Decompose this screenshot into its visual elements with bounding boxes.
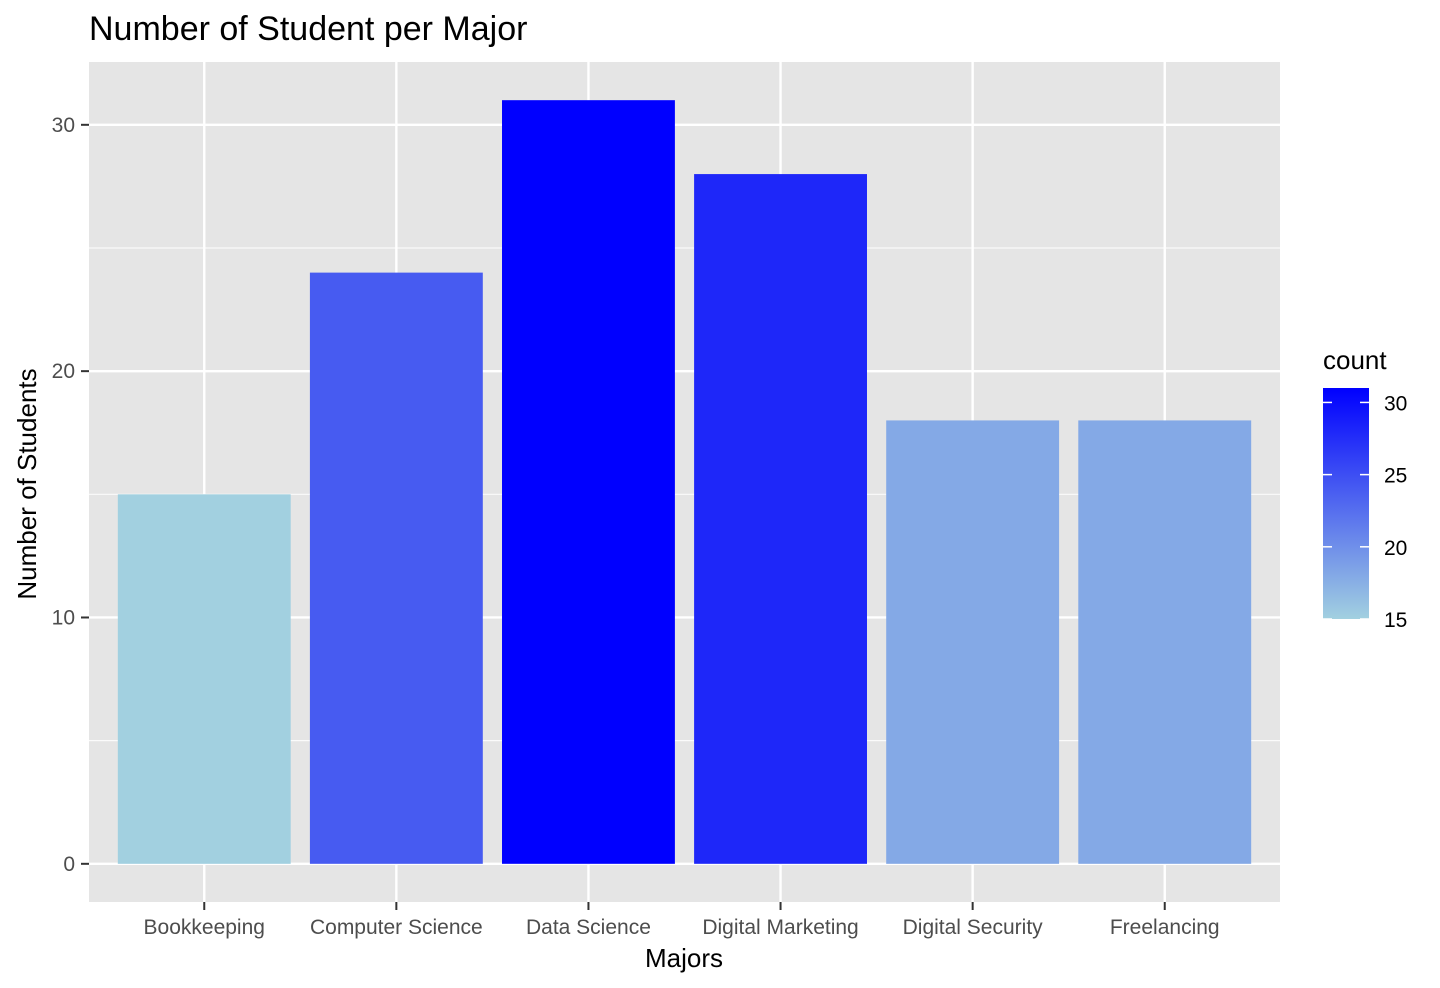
- bars: [117, 100, 1252, 864]
- bar-computer-science: [309, 272, 483, 864]
- bar-digital-marketing: [694, 174, 867, 864]
- bar-digital-security: [886, 420, 1060, 864]
- legend-ticks: 15 20 25 30: [1323, 392, 1407, 632]
- legend-tick-label: 30: [1384, 392, 1407, 415]
- y-axis: 0 10 20 30: [52, 114, 89, 876]
- legend-tick-label: 15: [1384, 609, 1407, 632]
- x-tick-label: Bookkeeping: [144, 916, 265, 939]
- x-axis-title: Majors: [645, 943, 723, 973]
- y-tick-label: 10: [52, 606, 75, 629]
- x-tick-label: Digital Marketing: [702, 916, 858, 939]
- x-tick-label: Freelancing: [1110, 916, 1220, 939]
- y-axis-title: Number of Students: [12, 368, 42, 599]
- y-tick-label: 0: [63, 853, 75, 876]
- legend-tick-label: 25: [1384, 465, 1407, 488]
- bar-bookkeeping: [117, 494, 291, 864]
- x-tick-label: Computer Science: [310, 916, 483, 939]
- x-axis: Bookkeeping Computer Science Data Science D…: [144, 902, 1220, 939]
- x-tick-label: Data Science: [526, 916, 651, 939]
- bar-freelancing: [1078, 420, 1252, 864]
- chart-title: Number of Student per Major: [89, 10, 527, 48]
- x-tick-label: Digital Security: [903, 916, 1044, 939]
- legend-colorbar: [1323, 388, 1369, 619]
- legend-tick-label: 20: [1384, 537, 1407, 560]
- legend-title: count: [1323, 345, 1387, 375]
- legend: count 15 20 25 30: [1323, 345, 1407, 632]
- bar-data-science: [502, 100, 675, 864]
- y-tick-label: 30: [52, 114, 75, 137]
- y-tick-label: 20: [52, 360, 75, 383]
